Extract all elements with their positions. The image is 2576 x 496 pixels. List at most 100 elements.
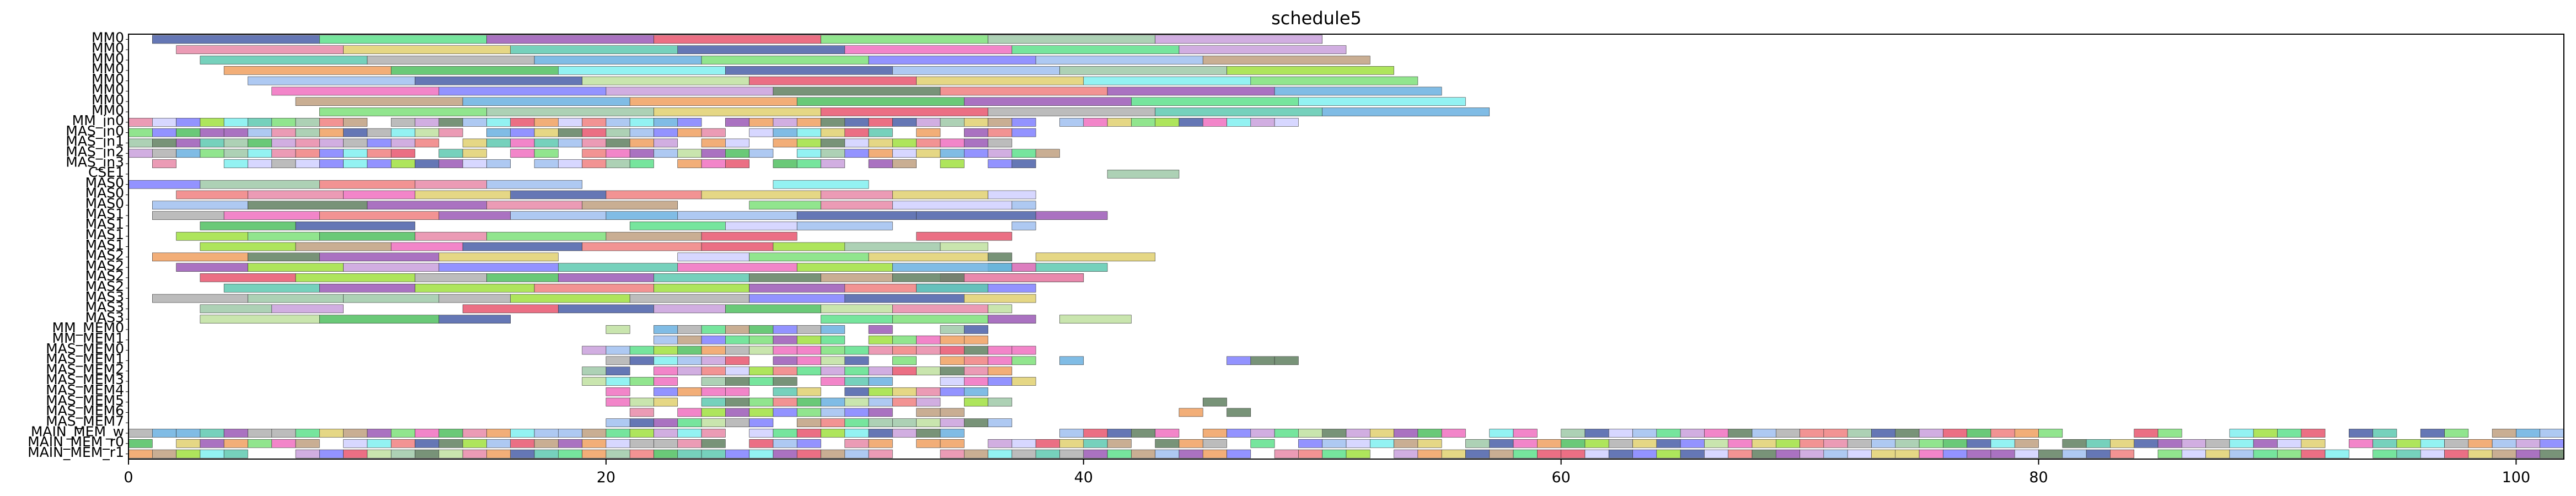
y-tick-label: MAS1	[85, 237, 124, 253]
schedule-segment-fill	[916, 128, 941, 137]
schedule-segment-fill	[2062, 439, 2087, 448]
schedule-segment-fill	[558, 138, 582, 148]
schedule-segment-fill	[725, 159, 749, 168]
schedule-segment	[868, 56, 1036, 64]
schedule-segment-fill	[701, 429, 726, 438]
schedule-segment-fill	[963, 294, 1036, 303]
schedule-segment-fill	[462, 304, 559, 314]
schedule-segment-fill	[2373, 449, 2397, 459]
schedule-segment-fill	[152, 159, 176, 168]
y-tick-label: CSE1	[88, 164, 124, 180]
schedule-segment-fill	[606, 149, 630, 158]
schedule-segment-fill	[629, 346, 654, 355]
schedule-segment-fill	[1823, 429, 1848, 438]
y-tick-label: MAS_MEM1	[46, 351, 124, 367]
schedule-segment-fill	[892, 190, 988, 200]
schedule-segment-fill	[2468, 439, 2493, 448]
schedule-segment-fill	[1059, 429, 1084, 438]
schedule-segment	[1250, 76, 1418, 85]
y-tick-label: MAIN_MEM_r0	[28, 434, 124, 450]
schedule-segment	[988, 107, 1155, 116]
schedule-segment-fill	[701, 397, 726, 407]
schedule-segment-fill	[821, 408, 845, 417]
y-tick-label: MAS1	[85, 216, 124, 232]
schedule-segment-fill	[1107, 449, 1132, 459]
y-tick-label: MM0	[92, 102, 124, 118]
schedule-segment-fill	[1823, 449, 1848, 459]
schedule-segment-fill	[534, 449, 559, 459]
schedule-segment-fill	[1656, 429, 1681, 438]
schedule-segment-fill	[988, 138, 1013, 148]
schedule-segment-fill	[916, 397, 941, 407]
schedule-segment-fill	[963, 273, 1084, 282]
schedule-segment-fill	[796, 429, 821, 438]
schedule-segment	[844, 45, 1013, 55]
y-tick-label: MAS2	[85, 278, 124, 294]
schedule-segment-fill	[868, 128, 893, 137]
schedule-segment-fill	[725, 387, 749, 396]
schedule-segment-fill	[1011, 449, 1036, 459]
schedule-segment-fill	[892, 315, 988, 324]
schedule-segment-fill	[1608, 449, 1633, 459]
schedule-segment-fill	[988, 418, 1013, 428]
schedule-segment-fill	[1632, 439, 1657, 448]
schedule-segment-fill	[892, 273, 965, 282]
schedule-segment	[1250, 356, 1275, 365]
schedule-segment-fill	[988, 118, 1013, 127]
schedule-segment-fill	[558, 273, 654, 282]
schedule-segment-fill	[725, 408, 749, 417]
schedule-segment-fill	[773, 128, 797, 137]
schedule-segment	[1083, 76, 1251, 85]
schedule-segment-fill	[1584, 439, 1609, 448]
schedule-segment-fill	[1967, 449, 1991, 459]
schedule-segment-fill	[1561, 439, 1586, 448]
schedule-segment-fill	[1346, 429, 1370, 438]
y-tick-label: MAS1	[85, 227, 124, 242]
schedule-segment-fill	[152, 252, 248, 262]
schedule-segment-fill	[963, 356, 988, 365]
schedule-segment-fill	[1489, 439, 1514, 448]
schedule-segment-fill	[701, 408, 726, 417]
schedule-segment-fill	[606, 138, 630, 148]
schedule-segment-fill	[2444, 429, 2469, 438]
schedule-segment-fill	[1990, 439, 2015, 448]
x-tick-label: 100	[2502, 469, 2531, 486]
schedule-segment-fill	[582, 149, 607, 158]
schedule-segment-fill	[844, 294, 965, 303]
schedule-segment-fill	[486, 138, 511, 148]
schedule-segment-fill	[654, 356, 678, 365]
schedule-segment-fill	[1202, 118, 1227, 127]
chart-title: schedule5	[1271, 8, 1362, 29]
schedule-segment-fill	[821, 118, 845, 127]
schedule-segment-fill	[725, 304, 821, 314]
schedule-segment-fill	[1083, 118, 1108, 127]
schedule-segment-fill	[749, 283, 845, 293]
schedule-segment-fill	[438, 263, 559, 272]
schedule-segment-fill	[343, 118, 368, 127]
schedule-segment-fill	[654, 387, 678, 396]
schedule-segment-fill	[796, 356, 821, 365]
schedule-segment-fill	[844, 128, 869, 137]
schedule-segment	[1131, 97, 1299, 106]
schedule-segment-fill	[677, 366, 702, 375]
schedule-segment-fill	[940, 449, 965, 459]
schedule-segment-fill	[629, 149, 654, 158]
schedule-segment	[319, 35, 487, 44]
schedule-segment-fill	[1704, 449, 1729, 459]
schedule-segment-fill	[701, 366, 726, 375]
schedule-segment-fill	[1059, 356, 1084, 365]
schedule-segment-fill	[390, 128, 415, 137]
schedule-segment-fill	[438, 429, 463, 438]
schedule-segment-fill	[462, 159, 487, 168]
schedule-segment-fill	[701, 387, 726, 396]
x-tick-label: 60	[1551, 469, 1570, 486]
schedule-segment	[677, 45, 845, 55]
schedule-segment-fill	[271, 159, 296, 168]
schedule-segment-fill	[152, 211, 224, 220]
schedule-segment	[916, 76, 1084, 85]
schedule-segment-fill	[1943, 439, 1967, 448]
schedule-segment-fill	[1011, 159, 1036, 168]
schedule-segment-fill	[654, 418, 678, 428]
schedule-segment-fill	[2157, 429, 2182, 438]
schedule-segment-fill	[1131, 118, 1155, 127]
